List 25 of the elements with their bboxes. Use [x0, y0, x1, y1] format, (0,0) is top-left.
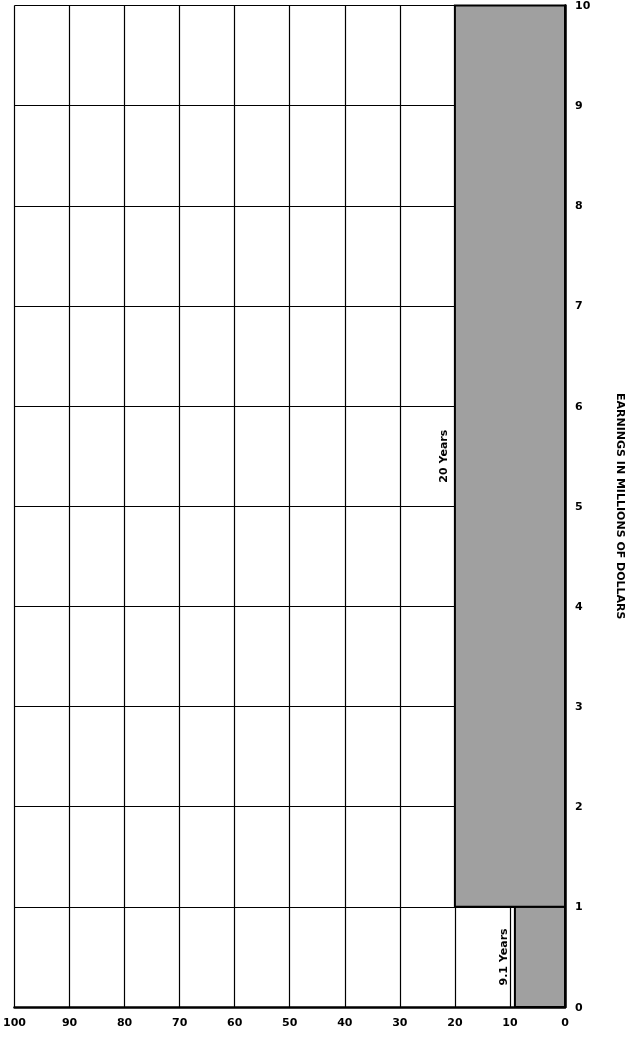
x-tick-label: 10 — [502, 1016, 518, 1029]
x-tick-label: 100 — [3, 1016, 27, 1029]
x-tick-label: 30 — [392, 1016, 408, 1029]
x-tick-label: 80 — [116, 1016, 133, 1029]
x-tick-label: 20 — [447, 1016, 463, 1029]
x-tick-label: 40 — [337, 1016, 353, 1029]
x-tick-label: 70 — [171, 1016, 188, 1029]
x-tick-label: 0 — [561, 1016, 570, 1029]
y-tick-label: 5 — [575, 499, 583, 513]
y-axis-title: EARNINGS IN MILLIONS OF DOLLARS — [614, 393, 627, 620]
y-tick-label: 10 — [575, 0, 591, 12]
y-tick-label: 6 — [575, 399, 583, 413]
annotation: 20 Years — [436, 429, 450, 483]
annotation: 9.1 Years — [496, 927, 510, 986]
y-tick-label: 7 — [575, 299, 583, 313]
x-tick-label: 60 — [227, 1016, 243, 1029]
y-tick-label: 9 — [575, 99, 583, 113]
y-tick-label: 1 — [575, 900, 583, 914]
y-tick-label: 8 — [575, 199, 583, 213]
y-tick-label: 0 — [575, 1000, 583, 1014]
y-tick-label: 2 — [575, 800, 583, 814]
y-tick-label: 3 — [575, 700, 583, 714]
x-tick-label: 50 — [282, 1016, 298, 1029]
y-tick-label: 4 — [575, 599, 583, 613]
x-tick-label: 90 — [61, 1016, 78, 1029]
